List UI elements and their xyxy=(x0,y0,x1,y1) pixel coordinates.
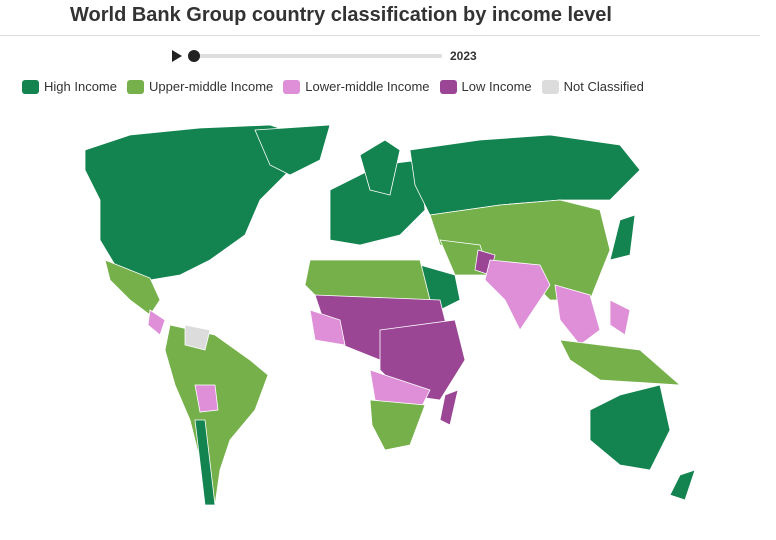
legend-item[interactable]: Low Income xyxy=(439,79,532,94)
country-region[interactable] xyxy=(164,324,269,506)
country-region[interactable] xyxy=(589,384,671,471)
legend-item[interactable]: Lower-middle Income xyxy=(283,79,430,94)
legend-label: High Income xyxy=(44,79,117,94)
country-region[interactable] xyxy=(609,299,631,336)
country-region[interactable] xyxy=(559,339,682,386)
legend: High Income Upper-middle Income Lower-midd… xyxy=(22,79,644,94)
legend-label: Upper-middle Income xyxy=(148,79,274,94)
country-region[interactable] xyxy=(484,259,551,331)
country-region[interactable] xyxy=(409,134,641,216)
regions xyxy=(84,124,696,506)
legend-item[interactable]: Not Classified xyxy=(541,79,644,94)
country-region[interactable] xyxy=(439,389,459,426)
country-region[interactable] xyxy=(359,139,401,196)
legend-label: Not Classified xyxy=(563,79,644,94)
legend-swatch xyxy=(126,79,144,94)
legend-swatch xyxy=(22,79,39,94)
year-label: 2023 xyxy=(450,49,477,63)
legend-item[interactable]: High Income xyxy=(22,79,117,94)
timeline-thumb[interactable] xyxy=(188,50,200,62)
country-region[interactable] xyxy=(147,309,166,336)
country-region[interactable] xyxy=(254,124,331,176)
play-button[interactable] xyxy=(172,50,182,62)
country-region[interactable] xyxy=(309,309,346,346)
country-region[interactable] xyxy=(669,469,696,501)
legend-swatch xyxy=(439,79,457,94)
legend-swatch xyxy=(283,79,301,94)
country-region[interactable] xyxy=(194,419,216,506)
country-region[interactable] xyxy=(554,284,601,346)
country-region[interactable] xyxy=(609,214,636,261)
divider xyxy=(0,35,760,36)
legend-label: Low Income xyxy=(461,79,532,94)
legend-label: Lower-middle Income xyxy=(305,79,430,94)
country-region[interactable] xyxy=(84,124,301,281)
country-region[interactable] xyxy=(194,384,219,413)
country-region[interactable] xyxy=(369,399,426,451)
country-region[interactable] xyxy=(304,259,431,301)
country-region[interactable] xyxy=(184,324,211,351)
title: World Bank Group country classification … xyxy=(70,4,612,26)
legend-swatch xyxy=(541,79,559,94)
legend-item[interactable]: Upper-middle Income xyxy=(126,79,274,94)
